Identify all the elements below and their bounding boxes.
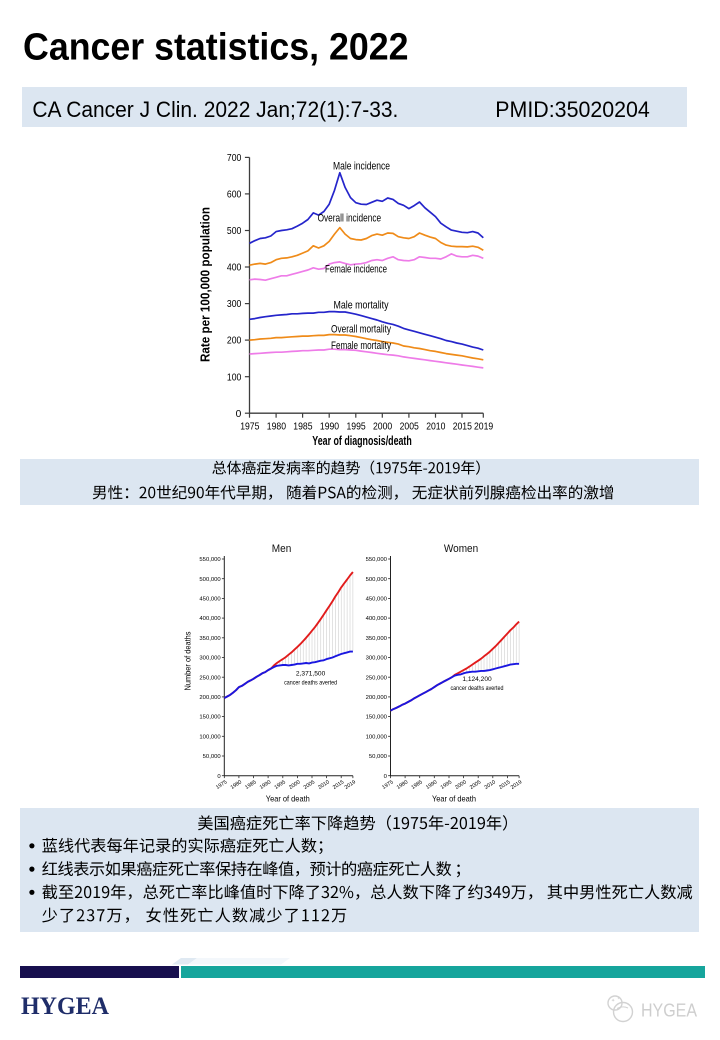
svg-text:2015: 2015 bbox=[453, 421, 472, 432]
svg-text:400,000: 400,000 bbox=[366, 616, 388, 622]
svg-text:500,000: 500,000 bbox=[366, 577, 388, 583]
svg-text:2005: 2005 bbox=[400, 421, 419, 432]
svg-text:550,000: 550,000 bbox=[366, 557, 388, 563]
svg-text:700: 700 bbox=[227, 153, 242, 164]
svg-text:300,000: 300,000 bbox=[199, 656, 221, 662]
svg-text:1985: 1985 bbox=[293, 421, 312, 432]
svg-text:cancer deaths averted: cancer deaths averted bbox=[284, 680, 337, 687]
svg-text:Overall mortality: Overall mortality bbox=[331, 324, 391, 336]
svg-text:1975: 1975 bbox=[215, 779, 228, 791]
svg-text:2010: 2010 bbox=[317, 779, 330, 791]
svg-text:1975: 1975 bbox=[240, 421, 259, 432]
svg-text:550,000: 550,000 bbox=[199, 557, 221, 563]
svg-text:Male incidence: Male incidence bbox=[333, 160, 390, 172]
svg-text:2010: 2010 bbox=[484, 779, 497, 791]
svg-text:400,000: 400,000 bbox=[199, 616, 221, 622]
svg-text:2019: 2019 bbox=[474, 421, 493, 432]
svg-text:400: 400 bbox=[227, 263, 242, 274]
svg-text:2000: 2000 bbox=[454, 779, 467, 791]
svg-text:500,000: 500,000 bbox=[199, 577, 221, 583]
svg-text:1995: 1995 bbox=[347, 421, 366, 432]
svg-text:PMID:35020204: PMID:35020204 bbox=[495, 97, 650, 122]
svg-text:1975: 1975 bbox=[381, 779, 394, 791]
svg-text:1985: 1985 bbox=[244, 779, 257, 791]
svg-text:1990: 1990 bbox=[320, 421, 339, 432]
svg-text:2019: 2019 bbox=[344, 779, 357, 791]
svg-text:HYGEA: HYGEA bbox=[641, 1001, 697, 1021]
svg-text:1985: 1985 bbox=[410, 779, 423, 791]
svg-text:100,000: 100,000 bbox=[366, 734, 388, 740]
svg-text:2015: 2015 bbox=[498, 779, 511, 791]
svg-text:50,000: 50,000 bbox=[369, 754, 388, 760]
svg-text:0: 0 bbox=[236, 409, 242, 420]
svg-text:2000: 2000 bbox=[373, 421, 392, 432]
svg-text:1990: 1990 bbox=[425, 779, 438, 791]
svg-text:300: 300 bbox=[227, 299, 242, 310]
svg-text:Female incidence: Female incidence bbox=[325, 264, 387, 276]
svg-text:1,124,200: 1,124,200 bbox=[462, 676, 492, 683]
svg-text:Cancer statistics, 2022: Cancer statistics, 2022 bbox=[23, 27, 409, 69]
svg-text:200,000: 200,000 bbox=[366, 695, 388, 701]
svg-text:2015: 2015 bbox=[332, 779, 345, 791]
svg-text:Women: Women bbox=[444, 543, 478, 555]
svg-text:Number of deaths: Number of deaths bbox=[184, 632, 193, 691]
svg-text:Year of death: Year of death bbox=[432, 794, 476, 804]
svg-text:100: 100 bbox=[227, 372, 242, 383]
svg-text:✦: ✦ bbox=[617, 996, 621, 1001]
svg-text:600: 600 bbox=[227, 190, 242, 201]
svg-text:250,000: 250,000 bbox=[366, 675, 388, 681]
svg-text:250,000: 250,000 bbox=[199, 675, 221, 681]
svg-text:Men: Men bbox=[272, 543, 292, 555]
svg-text:Male mortality: Male mortality bbox=[334, 300, 389, 312]
svg-text:0: 0 bbox=[384, 774, 388, 780]
svg-text:0: 0 bbox=[217, 774, 221, 780]
svg-text:100,000: 100,000 bbox=[199, 734, 221, 740]
svg-text:Year of death: Year of death bbox=[266, 794, 310, 804]
svg-text:1995: 1995 bbox=[274, 779, 287, 791]
svg-text:1995: 1995 bbox=[440, 779, 453, 791]
svg-text:150,000: 150,000 bbox=[366, 715, 388, 721]
svg-text:200: 200 bbox=[227, 336, 242, 347]
svg-text:1980: 1980 bbox=[230, 779, 243, 791]
svg-text:1980: 1980 bbox=[267, 421, 286, 432]
svg-text:300,000: 300,000 bbox=[366, 656, 388, 662]
svg-text:450,000: 450,000 bbox=[366, 597, 388, 603]
svg-text:350,000: 350,000 bbox=[366, 636, 388, 642]
svg-text:Rate per 100,000 population: Rate per 100,000 population bbox=[199, 207, 213, 362]
svg-text:HYGEA: HYGEA bbox=[21, 991, 110, 1020]
svg-text:1990: 1990 bbox=[259, 779, 272, 791]
svg-text:50,000: 50,000 bbox=[203, 754, 222, 760]
svg-text:450,000: 450,000 bbox=[199, 597, 221, 603]
svg-text:✦: ✦ bbox=[611, 998, 615, 1004]
svg-text:350,000: 350,000 bbox=[199, 636, 221, 642]
svg-text:150,000: 150,000 bbox=[199, 715, 221, 721]
svg-text:2,371,500: 2,371,500 bbox=[296, 671, 326, 678]
svg-text:CA Cancer J Clin. 2022 Jan;72(: CA Cancer J Clin. 2022 Jan;72(1):7-33. bbox=[32, 97, 398, 122]
svg-text:cancer deaths averted: cancer deaths averted bbox=[451, 685, 504, 692]
svg-text:Overall incidence: Overall incidence bbox=[318, 212, 382, 224]
svg-text:Year of diagnosis/death: Year of diagnosis/death bbox=[312, 433, 412, 448]
svg-text:1980: 1980 bbox=[396, 779, 409, 791]
svg-text:2000: 2000 bbox=[288, 779, 301, 791]
svg-text:2005: 2005 bbox=[303, 779, 316, 791]
svg-text:500: 500 bbox=[227, 226, 242, 237]
svg-text:2005: 2005 bbox=[469, 779, 482, 791]
svg-text:Female mortality: Female mortality bbox=[331, 340, 391, 352]
svg-text:2010: 2010 bbox=[426, 421, 445, 432]
svg-text:2019: 2019 bbox=[510, 779, 523, 791]
svg-text:200,000: 200,000 bbox=[199, 695, 221, 701]
